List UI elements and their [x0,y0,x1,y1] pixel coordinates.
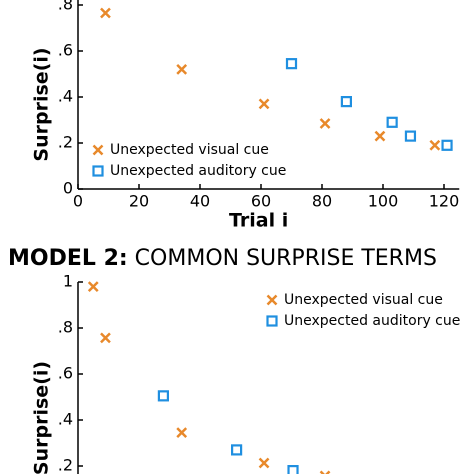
y-axis-label: Surprise(i) [31,361,53,474]
legend-marker [266,294,278,306]
legend-marker [92,165,104,177]
y-axis-label: Surprise(i) [31,47,53,161]
x-marker [100,332,111,344]
y-tick-label: .8 [58,0,73,14]
x-axis-label: Trial i [229,210,288,232]
x-marker [319,470,331,474]
y-tick-label: .4 [58,410,73,429]
y-tick-label: .2 [58,133,73,152]
x-marker [258,457,270,469]
legend-label: Unexpected visual cue [284,292,443,308]
chart-title: MODEL 2: COMMON SURPRISE TERMS [8,246,437,271]
legend-label: Unexpected visual cue [110,142,269,158]
square-marker [157,390,169,402]
legend-label: Unexpected auditory cue [284,313,460,329]
y-tick-label: .4 [58,87,73,106]
x-tick-label: 100 [368,192,399,211]
square-marker [231,444,243,456]
x-marker [429,139,441,151]
square-marker [285,58,298,70]
square-marker [386,116,398,128]
x-tick-label: 60 [251,192,271,211]
x-tick-label: 120 [429,192,460,211]
x-marker [87,281,99,292]
y-tick-label: .8 [58,318,73,337]
y-tick-label: 0 [63,179,73,198]
y-tick-label: .6 [58,41,73,60]
x-marker [176,64,188,75]
x-tick-label: 80 [312,192,332,211]
square-marker [287,465,299,474]
y-tick-label: 1 [63,272,73,291]
square-marker [441,139,453,151]
legend-marker [92,144,104,156]
x-marker [100,7,111,19]
x-tick-label: 20 [129,192,149,211]
x-marker [176,427,188,439]
title-text: COMMON SURPRISE TERMS [135,246,437,271]
x-marker [374,130,386,142]
square-marker [404,130,417,142]
x-marker [319,118,331,129]
x-tick-label: 0 [73,192,83,211]
y-tick-label: .6 [58,364,73,383]
y-tick-label: .2 [58,456,73,474]
x-marker [258,98,270,110]
legend-marker [266,315,278,327]
legend-label: Unexpected auditory cue [110,163,286,179]
square-marker [340,95,352,108]
x-tick-label: 40 [190,192,210,211]
title-lead: MODEL 2: [8,246,128,271]
